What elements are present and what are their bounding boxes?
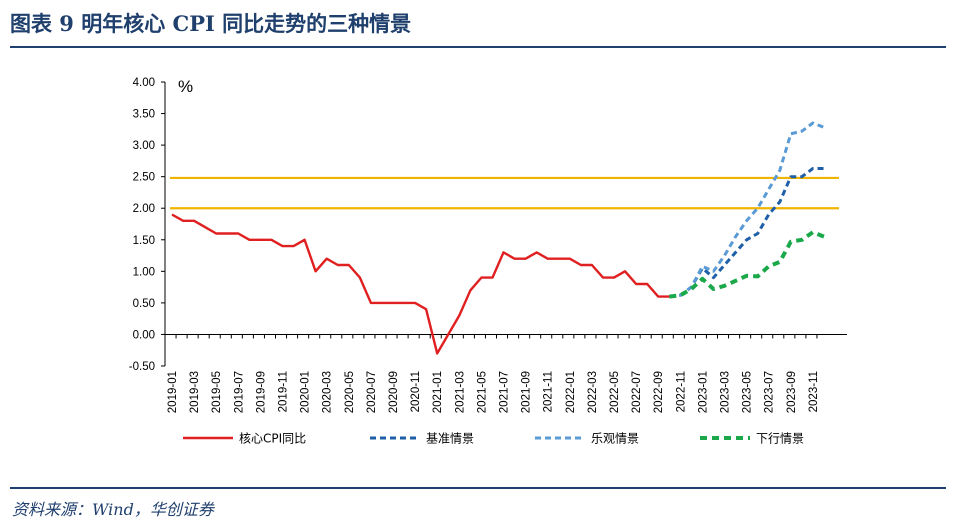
x-tick-label: 2019-09 <box>255 371 267 413</box>
x-tick-label: 2023-07 <box>764 371 776 413</box>
x-tick-label: 2019-01 <box>167 371 179 413</box>
x-tick-label: 2023-03 <box>720 371 732 413</box>
x-tick-label: 2021-11 <box>543 371 555 412</box>
y-tick-label: 1.00 <box>133 266 155 278</box>
x-tick-label: 2023-11 <box>808 371 820 412</box>
y-tick-label: 2.00 <box>133 203 155 215</box>
y-tick-label: 3.50 <box>133 109 155 121</box>
x-tick-label: 2020-01 <box>300 371 312 413</box>
x-tick-label: 2021-09 <box>521 371 533 413</box>
series-lines <box>171 121 825 355</box>
series-line-3 <box>669 230 825 299</box>
x-tick-label: 2020-07 <box>366 371 378 413</box>
x-tick-label: 2020-11 <box>410 371 422 412</box>
legend-label-2: 乐观情景 <box>591 432 639 446</box>
y-tick-label: 1.50 <box>133 235 155 247</box>
x-tick-label: 2023-05 <box>742 371 754 413</box>
legend: 核心CPI同比 基准情景 乐观情景 下行情景 <box>183 432 804 446</box>
legend-label-0: 核心CPI同比 <box>239 432 306 446</box>
y-tick-label: 0.00 <box>133 329 155 341</box>
x-tick-label: 2019-07 <box>233 371 245 413</box>
x-tick-label: 2021-03 <box>454 371 466 413</box>
reference-lines <box>170 176 839 210</box>
y-tick-label: 2.50 <box>133 172 155 184</box>
source-note: 资料来源：Wind，华创证券 <box>12 500 214 519</box>
x-tick-label: 2022-01 <box>565 371 577 413</box>
x-tick-label: 2019-11 <box>278 371 290 412</box>
y-tick-label: 0.50 <box>133 298 155 310</box>
x-tick-label: 2019-05 <box>211 371 223 413</box>
series-line-0 <box>171 213 670 355</box>
x-tick-label: 2019-03 <box>189 371 201 413</box>
legend-label-3: 下行情景 <box>756 432 804 446</box>
x-tick-label: 2021-01 <box>432 371 444 413</box>
x-tick-label: 2023-09 <box>786 371 798 413</box>
legend-label-1: 基准情景 <box>426 432 474 446</box>
x-tick-label: 2021-05 <box>476 371 488 413</box>
y-tick-label: -0.50 <box>129 361 155 373</box>
x-tick-label: 2022-09 <box>653 371 665 413</box>
figure-title: 图表 9 明年核心 CPI 同比走势的三种情景 <box>10 11 412 36</box>
x-tick-label: 2021-07 <box>499 371 511 413</box>
title-divider <box>10 46 946 48</box>
series-line-2 <box>669 121 825 299</box>
x-tick-label: 2022-03 <box>587 371 599 413</box>
x-tick-label: 2020-09 <box>388 371 400 413</box>
y-tick-label: 4.00 <box>133 77 155 89</box>
y-unit-label: % <box>178 77 193 96</box>
source-divider <box>10 487 946 489</box>
x-tick-label: 2020-03 <box>322 371 334 413</box>
x-tick-label: 2020-05 <box>344 371 356 413</box>
x-tick-label: 2022-07 <box>631 371 643 413</box>
x-tick-label: 2023-01 <box>697 371 709 413</box>
chart: % 4.00 3.50 3.00 2.50 2.00 1.50 1.00 0.50 0.00 -0… <box>129 77 847 446</box>
plot-area: 4.00 3.50 3.00 2.50 2.00 1.50 1.00 0.50 0.00 -0.5… <box>129 77 847 413</box>
x-tick-label: 2022-11 <box>675 371 687 412</box>
y-tick-label: 3.00 <box>133 140 155 152</box>
x-tick-label: 2022-05 <box>609 371 621 413</box>
